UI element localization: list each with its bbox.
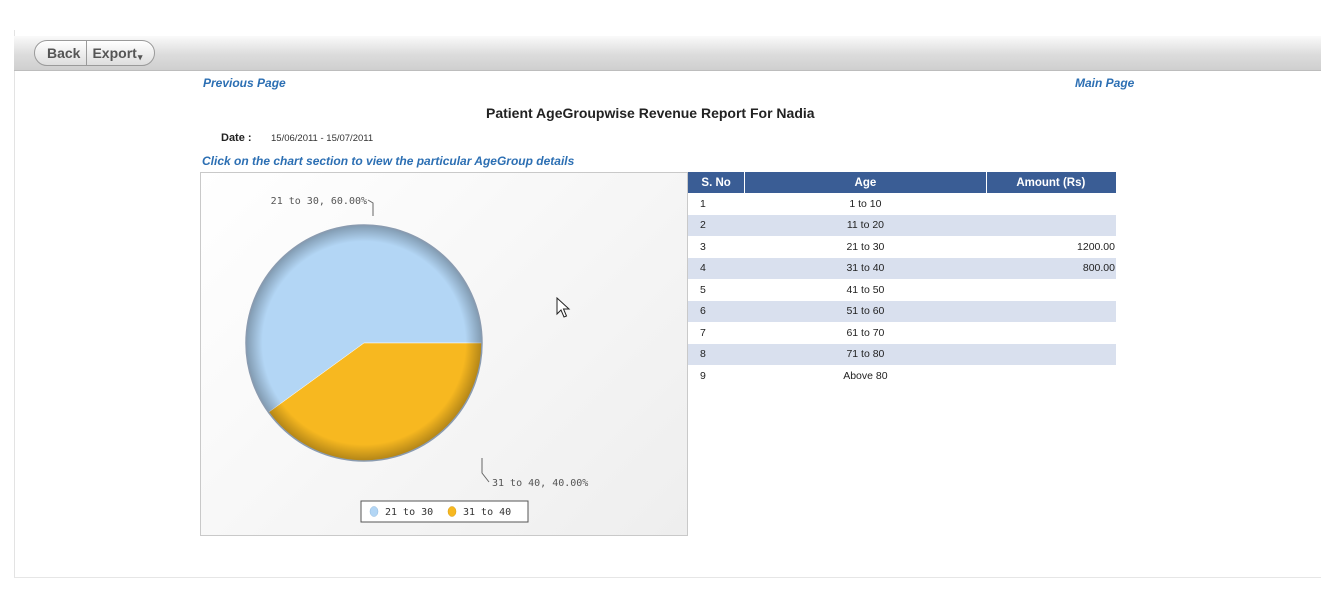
- cell-sno: 2: [688, 214, 745, 236]
- cell-sno: 7: [700, 326, 706, 339]
- cell-age: 51 to 60: [744, 300, 987, 322]
- cell-amount: 800.00: [986, 257, 1116, 279]
- legend-swatch-icon: [369, 506, 379, 517]
- back-button[interactable]: Back: [47, 45, 81, 61]
- cell-sno: 6: [688, 300, 745, 322]
- cell-age: 11 to 20: [744, 214, 987, 236]
- table-row[interactable]: 2 11 to 20: [688, 214, 1116, 236]
- cell-amount: [986, 193, 1116, 215]
- column-header-amount: Amount (Rs): [986, 172, 1116, 193]
- slice-label-leader: [481, 458, 490, 483]
- cell-amount: [986, 365, 1116, 387]
- legend-entry[interactable]: 31 to 40: [463, 507, 511, 518]
- cell-age: 21 to 30: [846, 240, 885, 253]
- cell-sno: 5: [700, 283, 706, 296]
- pie-chart-svg: 21 to 30, 60.00% 31 to 40, 40.00% 21 to …: [245, 196, 588, 523]
- mouse-cursor-icon: [556, 297, 571, 318]
- slice-label: 31 to 40, 40.00%: [492, 478, 588, 489]
- table-row[interactable]: 7 61 to 70: [688, 322, 1116, 344]
- report-title: Patient AgeGroupwise Revenue Report For …: [486, 105, 815, 121]
- cell-amount: [986, 279, 1116, 301]
- cell-sno: 3: [700, 240, 706, 253]
- legend-entry[interactable]: 21 to 30: [385, 507, 433, 518]
- table-row[interactable]: 9 Above 80: [688, 365, 1116, 387]
- report-frame: [14, 30, 1321, 578]
- cell-amount: [986, 343, 1116, 365]
- pie-chart: 21 to 30, 60.00% 31 to 40, 40.00% 21 to …: [200, 172, 688, 536]
- cell-amount: [986, 214, 1116, 236]
- date-value: 15/06/2011 - 15/07/2011: [271, 133, 374, 144]
- cell-age: 31 to 40: [744, 257, 987, 279]
- export-label: Export: [92, 45, 137, 61]
- cell-age: 41 to 50: [846, 283, 885, 296]
- chart-legend: 21 to 30 31 to 40: [360, 500, 529, 523]
- export-button[interactable]: Export▾: [86, 41, 154, 65]
- toolbar-button-group: Back Export▾: [34, 40, 156, 66]
- revenue-table: S. No Age Amount (Rs) 1 1 to 10 2 11 to 20…: [688, 172, 1116, 387]
- pie-outline: [245, 224, 483, 462]
- table-row[interactable]: 3 21 to 30 1200.00: [688, 236, 1116, 258]
- table-row[interactable]: 5 41 to 50: [688, 279, 1116, 301]
- legend-box: [360, 500, 529, 523]
- slice-label-leader: [367, 199, 374, 216]
- column-header-age: Age: [744, 172, 987, 193]
- table-row[interactable]: 1 1 to 10: [688, 193, 1116, 215]
- cell-sno: 8: [688, 343, 745, 365]
- chevron-down-icon: ▾: [137, 52, 143, 62]
- cell-age: 71 to 80: [744, 343, 987, 365]
- cell-sno: 4: [688, 257, 745, 279]
- table-row[interactable]: 6 51 to 60: [688, 300, 1116, 322]
- cell-age: Above 80: [843, 369, 888, 382]
- cell-sno: 9: [700, 369, 706, 382]
- main-page-link[interactable]: Main Page: [1075, 76, 1135, 90]
- table-row[interactable]: 8 71 to 80: [688, 343, 1116, 365]
- legend-swatch-icon: [447, 506, 457, 517]
- cell-age: 1 to 10: [849, 197, 882, 210]
- date-label: Date :: [221, 132, 252, 144]
- cell-amount: 1200.00: [1077, 240, 1115, 253]
- cell-amount: [986, 300, 1116, 322]
- cell-amount: [986, 322, 1116, 344]
- column-header-sno: S. No: [688, 172, 746, 193]
- slice-label: 21 to 30, 60.00%: [271, 196, 367, 207]
- chart-instruction: Click on the chart section to view the p…: [202, 154, 575, 168]
- cell-age: 61 to 70: [846, 326, 885, 339]
- cell-sno: 1: [700, 197, 706, 210]
- toolbar: Back Export▾: [14, 36, 1321, 71]
- table-header-row: S. No Age Amount (Rs): [688, 172, 1116, 193]
- previous-page-link[interactable]: Previous Page: [203, 76, 286, 90]
- table-row[interactable]: 4 31 to 40 800.00: [688, 257, 1116, 279]
